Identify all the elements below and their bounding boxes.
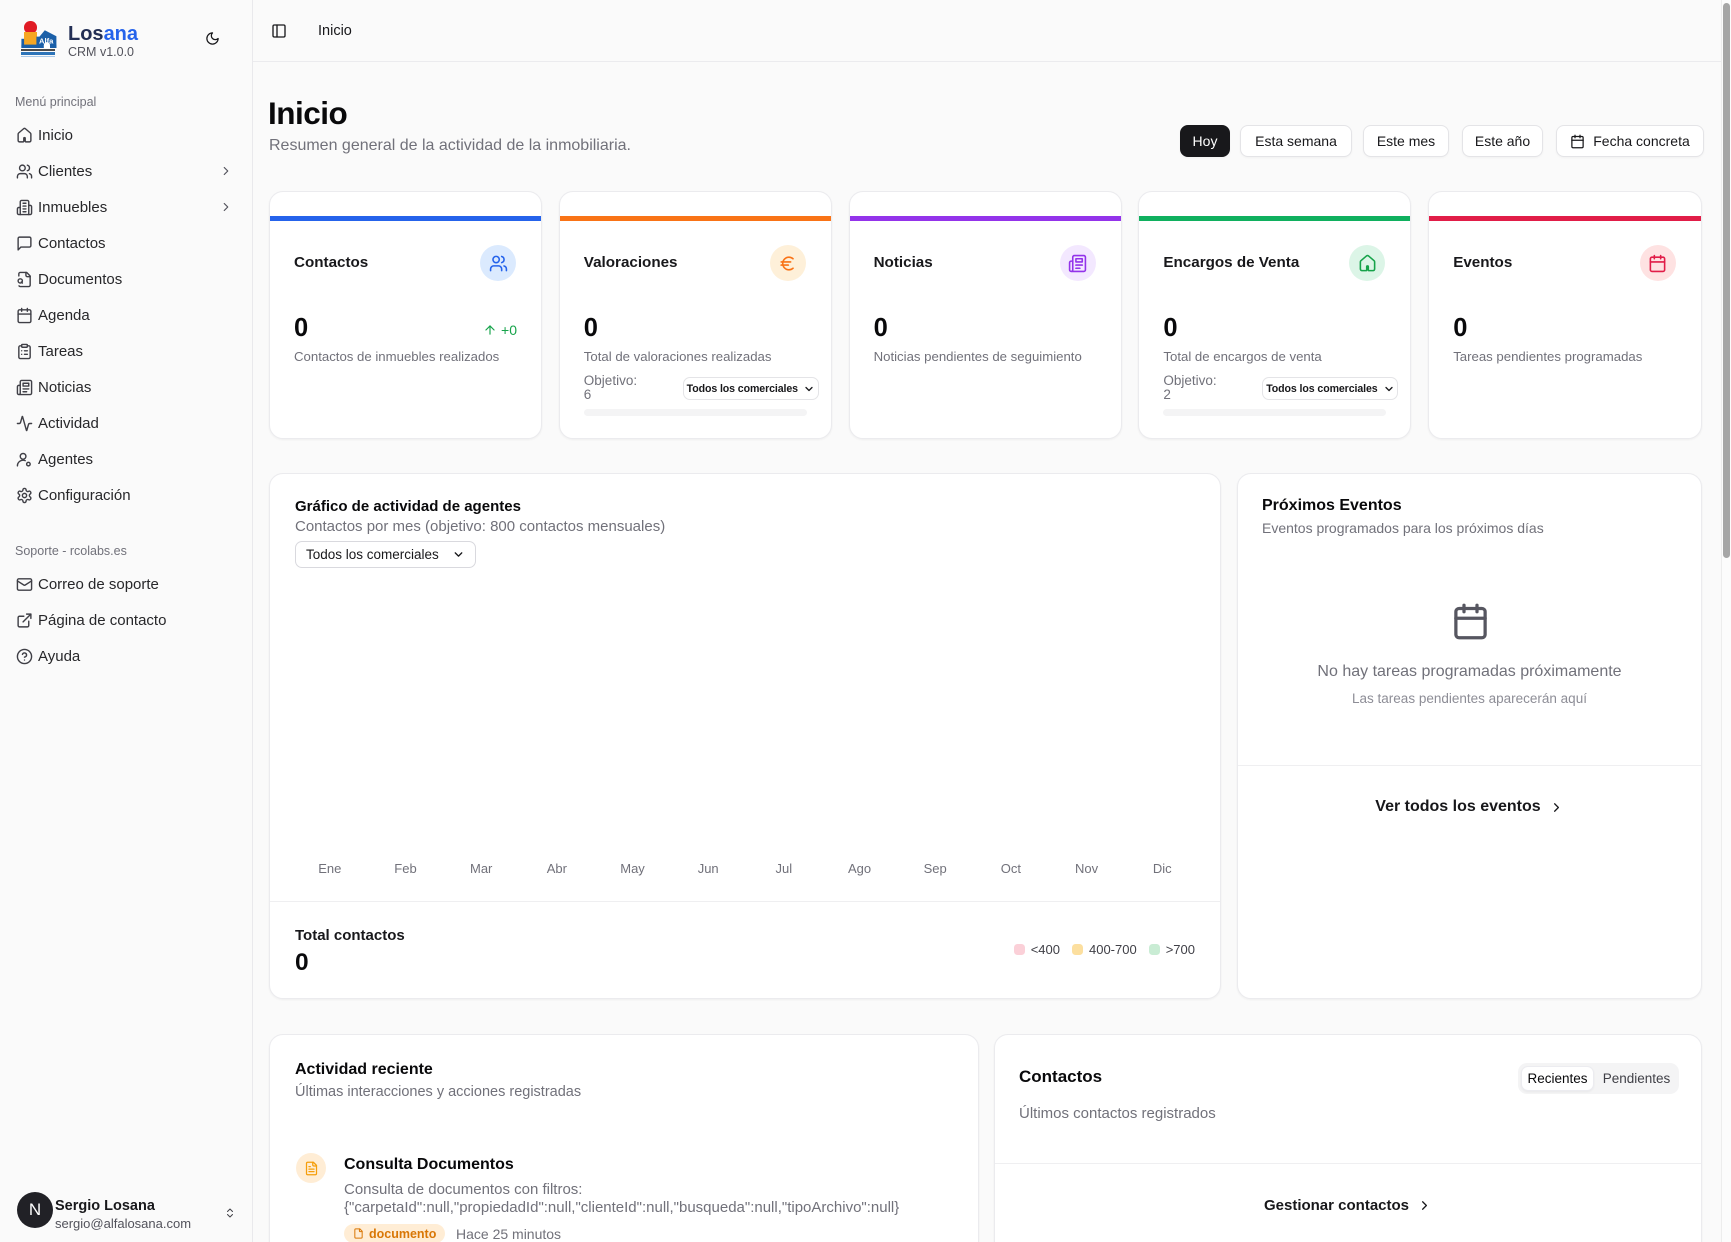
svg-text:Alfa: Alfa bbox=[39, 36, 54, 45]
